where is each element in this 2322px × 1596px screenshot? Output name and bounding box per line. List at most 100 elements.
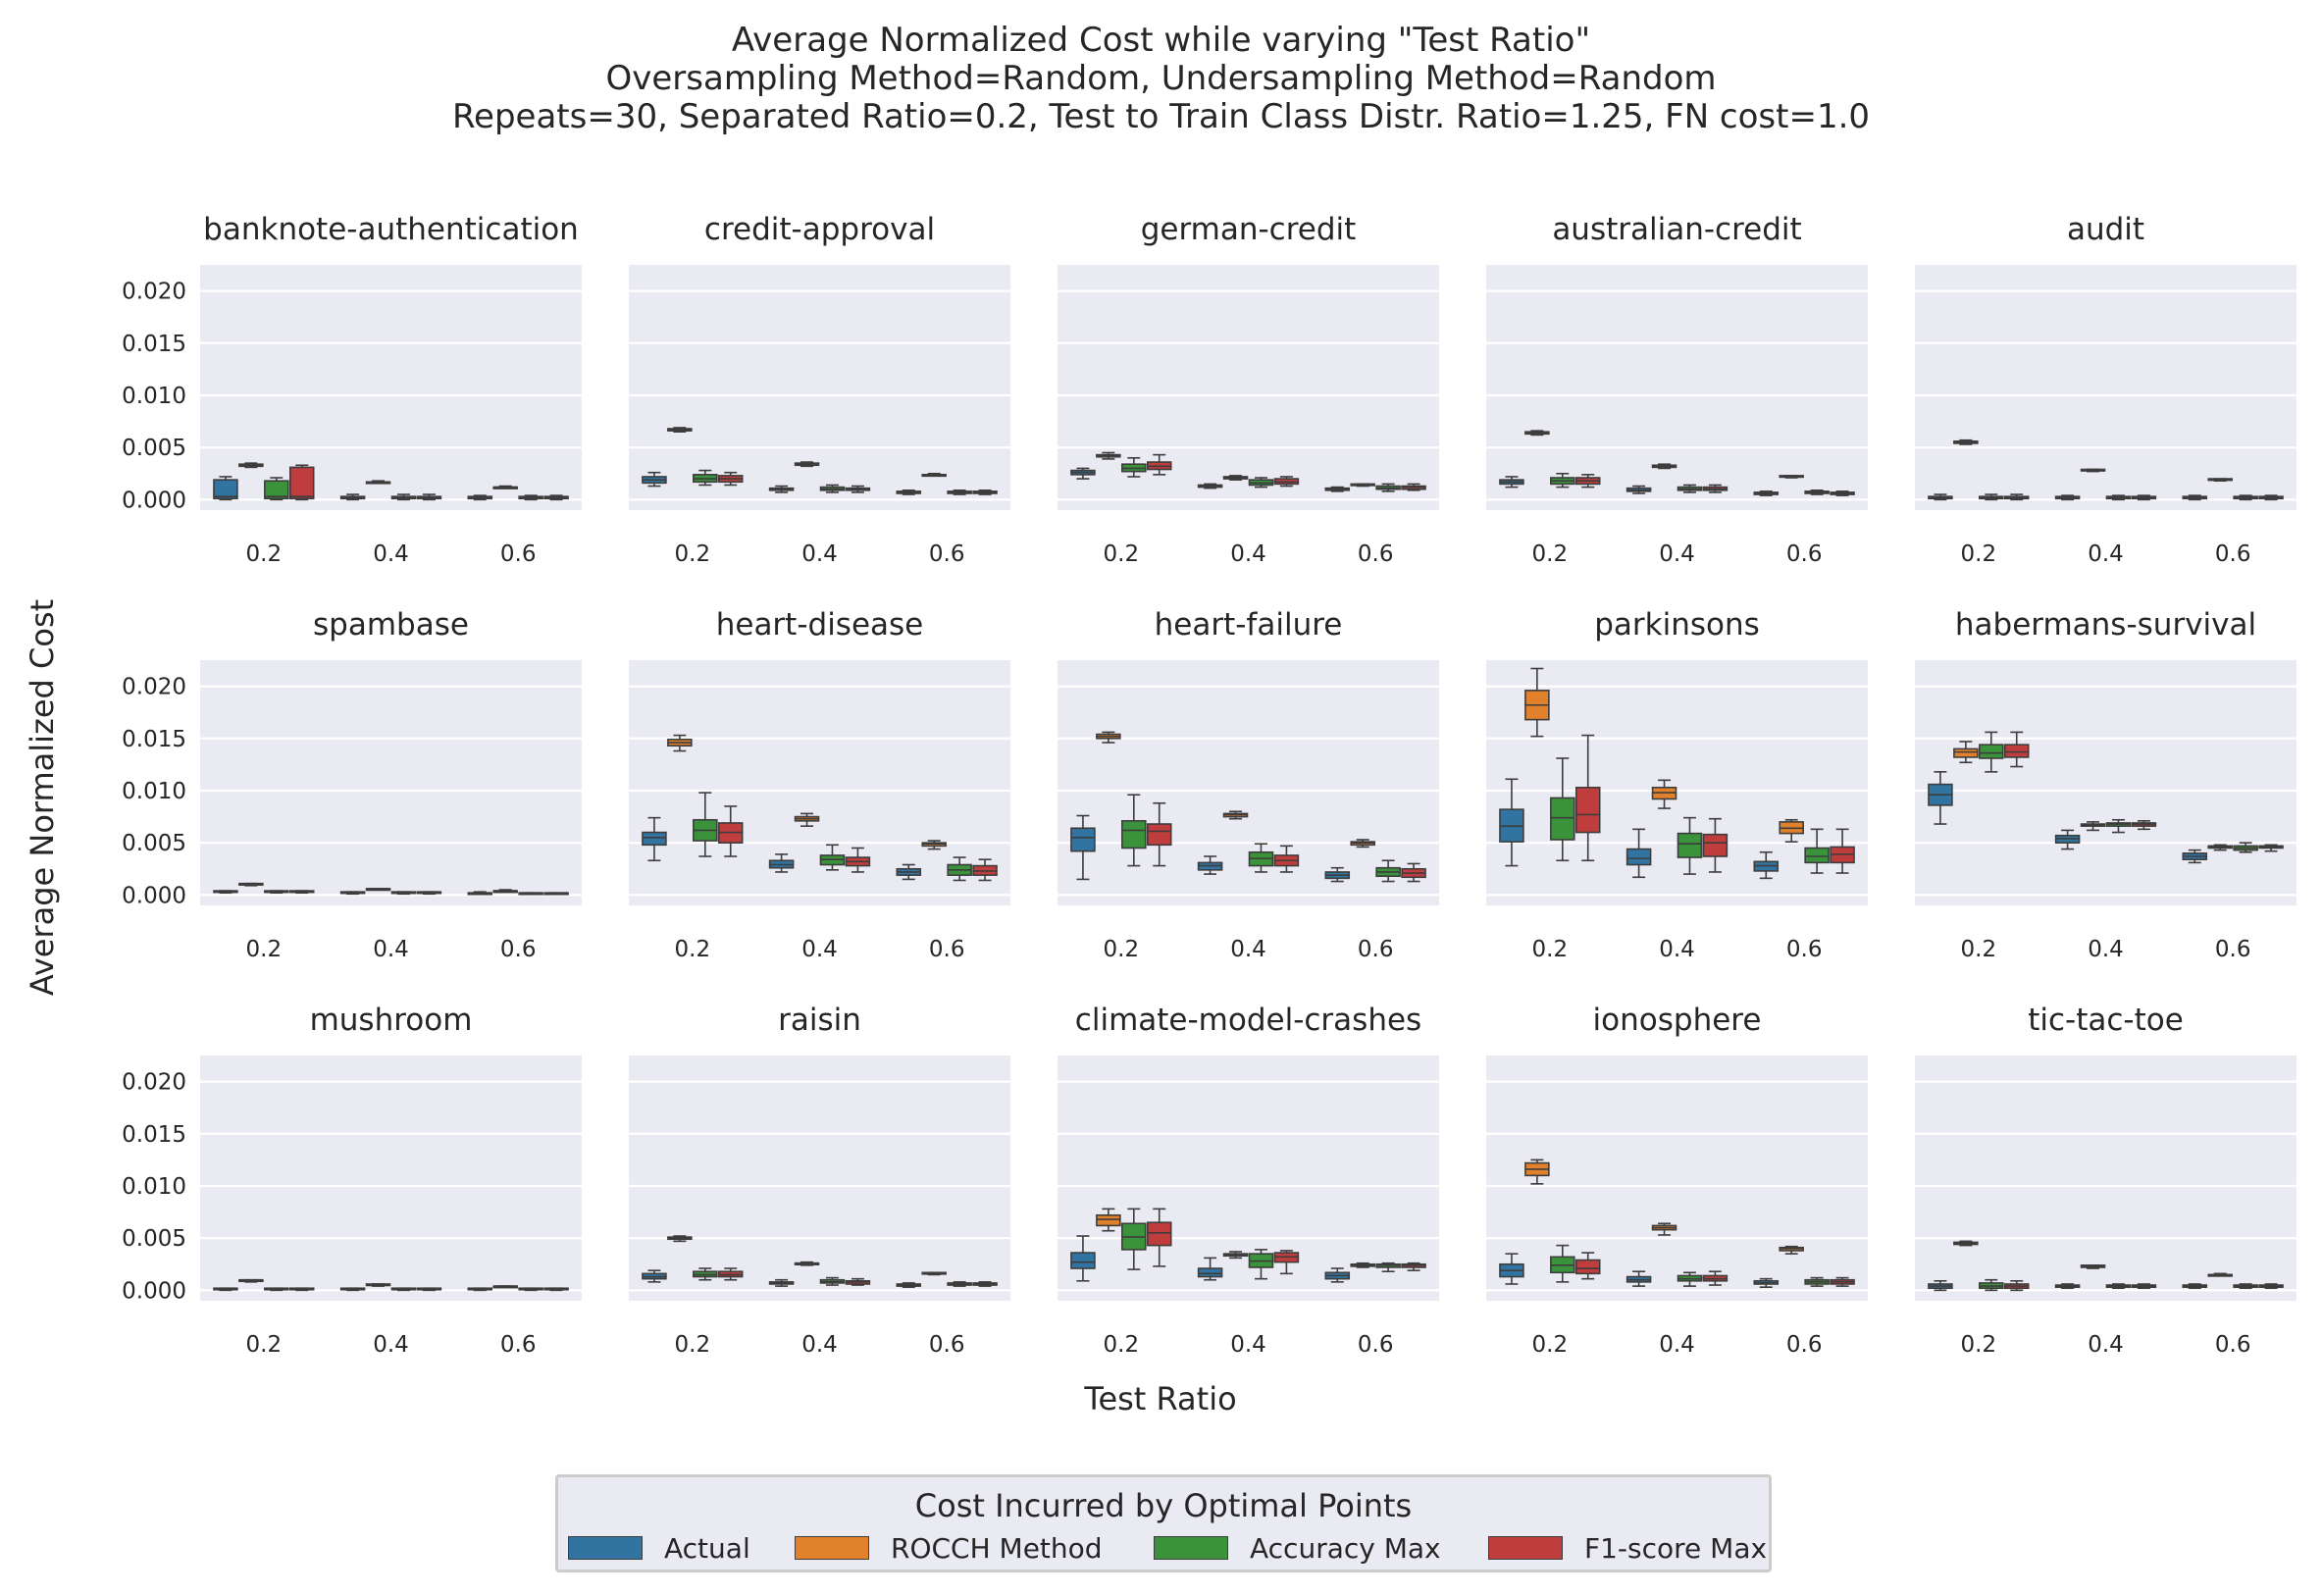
x-tick-label: 0.4 <box>373 937 409 962</box>
panel-background-climate-model-crashes <box>1058 1055 1439 1301</box>
title-line-1: Average Normalized Cost while varying "T… <box>731 21 1591 60</box>
box <box>1550 797 1575 841</box>
x-tick-label: 0.6 <box>929 541 965 567</box>
panel-title-australian-credit: australian-credit <box>1552 212 1801 247</box>
panel-title-german-credit: german-credit <box>1141 212 1357 247</box>
y-tick-label: 0.000 <box>122 1278 186 1304</box>
x-tick-label: 0.2 <box>1104 1332 1140 1358</box>
x-tick-label: 0.4 <box>373 541 409 567</box>
x-axis-label: Test Ratio <box>1083 1380 1236 1417</box>
x-tick-label: 0.2 <box>1532 937 1569 962</box>
x-tick-label: 0.4 <box>2088 541 2124 567</box>
x-tick-label: 0.2 <box>1104 541 1140 567</box>
box <box>264 480 289 500</box>
x-tick-label: 0.6 <box>500 541 537 567</box>
x-tick-label: 0.2 <box>1961 937 1997 962</box>
box <box>1121 820 1147 849</box>
x-tick-label: 0.2 <box>1104 937 1140 962</box>
x-tick-label: 0.6 <box>1786 541 1823 567</box>
x-tick-label: 0.6 <box>1786 937 1823 962</box>
panel-background-parkinsons <box>1486 660 1868 905</box>
x-tick-label: 0.6 <box>1358 1332 1394 1358</box>
legend-item-rocch: ROCCH Method <box>795 1531 1103 1565</box>
x-tick-label: 0.4 <box>1230 541 1266 567</box>
panel-title-heart-failure: heart-failure <box>1155 607 1343 643</box>
x-tick-label: 0.2 <box>246 541 283 567</box>
title-line-2: Oversampling Method=Random, Undersamplin… <box>605 59 1717 98</box>
x-tick-label: 0.2 <box>675 937 711 962</box>
panel-background-banknote-authentication <box>200 265 582 510</box>
x-tick-label: 0.2 <box>1532 541 1569 567</box>
x-tick-label: 0.4 <box>801 1332 838 1358</box>
y-tick-label: 0.015 <box>122 332 186 357</box>
panel-title-mushroom: mushroom <box>310 1003 473 1038</box>
panel-background-tic-tac-toe <box>1915 1055 2296 1301</box>
x-tick-label: 0.4 <box>1659 541 1695 567</box>
x-tick-label: 0.2 <box>675 541 711 567</box>
box <box>1146 1221 1172 1247</box>
x-tick-label: 0.6 <box>1358 541 1394 567</box>
box <box>1574 786 1601 834</box>
y-tick-label: 0.010 <box>122 779 186 804</box>
legend-label-rocch: ROCCH Method <box>891 1531 1103 1565</box>
panel-background-australian-credit <box>1486 265 1868 510</box>
chart-title: Average Normalized Cost while varying "T… <box>0 22 2322 136</box>
legend-item-f1-max: F1-score Max <box>1488 1531 1768 1565</box>
panel-title-tic-tac-toe: tic-tac-toe <box>2028 1003 2184 1038</box>
legend-label-f1-max: F1-score Max <box>1584 1531 1768 1565</box>
panel-title-habermans-survival: habermans-survival <box>1955 607 2256 643</box>
x-tick-label: 0.4 <box>1659 1332 1695 1358</box>
y-tick-label: 0.005 <box>122 1226 186 1252</box>
x-tick-label: 0.2 <box>246 1332 283 1358</box>
y-tick-label: 0.020 <box>122 675 186 700</box>
x-tick-label: 0.6 <box>2215 937 2251 962</box>
x-tick-label: 0.2 <box>1532 1332 1569 1358</box>
panel-title-audit: audit <box>2067 212 2144 247</box>
box <box>1804 847 1830 864</box>
y-tick-label: 0.005 <box>122 436 186 461</box>
panel-background-raisin <box>629 1055 1010 1301</box>
legend: Cost Incurred by Optimal Points Actual R… <box>555 1474 1772 1572</box>
panel-background-audit <box>1915 265 2296 510</box>
panel-title-banknote-authentication: banknote-authentication <box>203 212 579 247</box>
x-tick-label: 0.6 <box>2215 1332 2251 1358</box>
panel-background-ionosphere <box>1486 1055 1868 1301</box>
x-tick-label: 0.2 <box>1961 541 1997 567</box>
y-tick-label: 0.010 <box>122 384 186 409</box>
x-tick-label: 0.4 <box>801 937 838 962</box>
box <box>1677 832 1703 858</box>
box <box>1197 1267 1223 1278</box>
legend-item-actual: Actual <box>568 1531 750 1565</box>
panel-background-credit-approval <box>629 265 1010 510</box>
box <box>2003 744 2030 758</box>
panel-title-ionosphere: ionosphere <box>1593 1003 1762 1038</box>
y-tick-label: 0.000 <box>122 883 186 908</box>
x-tick-label: 0.2 <box>1961 1332 1997 1358</box>
x-tick-label: 0.6 <box>929 937 965 962</box>
legend-label-actual: Actual <box>664 1531 750 1565</box>
y-tick-label: 0.015 <box>122 1122 186 1148</box>
panel-title-climate-model-crashes: climate-model-crashes <box>1075 1003 1421 1038</box>
y-tick-label: 0.015 <box>122 727 186 752</box>
y-tick-label: 0.005 <box>122 831 186 856</box>
x-tick-label: 0.4 <box>2088 937 2124 962</box>
y-tick-label: 0.010 <box>122 1174 186 1200</box>
legend-item-accuracy-max: Accuracy Max <box>1154 1532 1441 1565</box>
x-tick-label: 0.4 <box>1659 937 1695 962</box>
legend-swatch-rocch <box>795 1536 869 1560</box>
legend-swatch-f1-max <box>1488 1536 1563 1560</box>
panel-background-heart-failure <box>1058 660 1439 905</box>
box <box>1979 744 2004 759</box>
x-tick-label: 0.6 <box>1786 1332 1823 1358</box>
x-tick-label: 0.4 <box>1230 1332 1266 1358</box>
x-tick-label: 0.6 <box>500 937 537 962</box>
panel-title-raisin: raisin <box>778 1003 861 1038</box>
y-tick-label: 0.000 <box>122 488 186 513</box>
box <box>1096 1213 1121 1227</box>
panel-title-spambase: spambase <box>313 607 469 643</box>
x-tick-label: 0.4 <box>373 1332 409 1358</box>
y-tick-label: 0.020 <box>122 280 186 305</box>
legend-swatch-accuracy-max <box>1154 1536 1228 1560</box>
box <box>642 831 667 847</box>
